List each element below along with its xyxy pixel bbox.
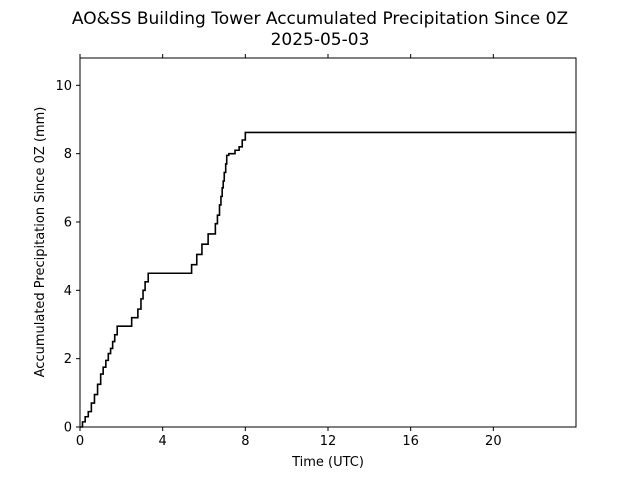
y-tick-label: 10 xyxy=(55,79,72,94)
x-tick-label: 16 xyxy=(402,434,419,449)
x-tick-label: 0 xyxy=(76,434,84,449)
accumulated-precip-line xyxy=(80,131,576,428)
y-tick-label: 6 xyxy=(64,216,72,231)
y-tick-label: 4 xyxy=(64,284,72,299)
plot-frame xyxy=(79,57,577,428)
chart-title: AO&SS Building Tower Accumulated Precipi… xyxy=(72,9,568,29)
x-axis-label: Time (UTC) xyxy=(291,455,364,470)
y-tick-label: 2 xyxy=(64,352,72,367)
axis-ticks: 0 4 8 12 16 20 0 2 4 6 8 10 xyxy=(55,54,502,449)
y-axis-label: Accumulated Precipitation Since 0Z (mm) xyxy=(33,107,48,378)
x-tick-label: 20 xyxy=(485,434,502,449)
x-tick-label: 4 xyxy=(159,434,167,449)
y-tick-label: 8 xyxy=(64,147,72,162)
x-tick-label: 12 xyxy=(320,434,337,449)
y-tick-label: 0 xyxy=(64,421,72,436)
x-tick-label: 8 xyxy=(241,434,249,449)
chart-subtitle: 2025-05-03 xyxy=(271,30,370,50)
